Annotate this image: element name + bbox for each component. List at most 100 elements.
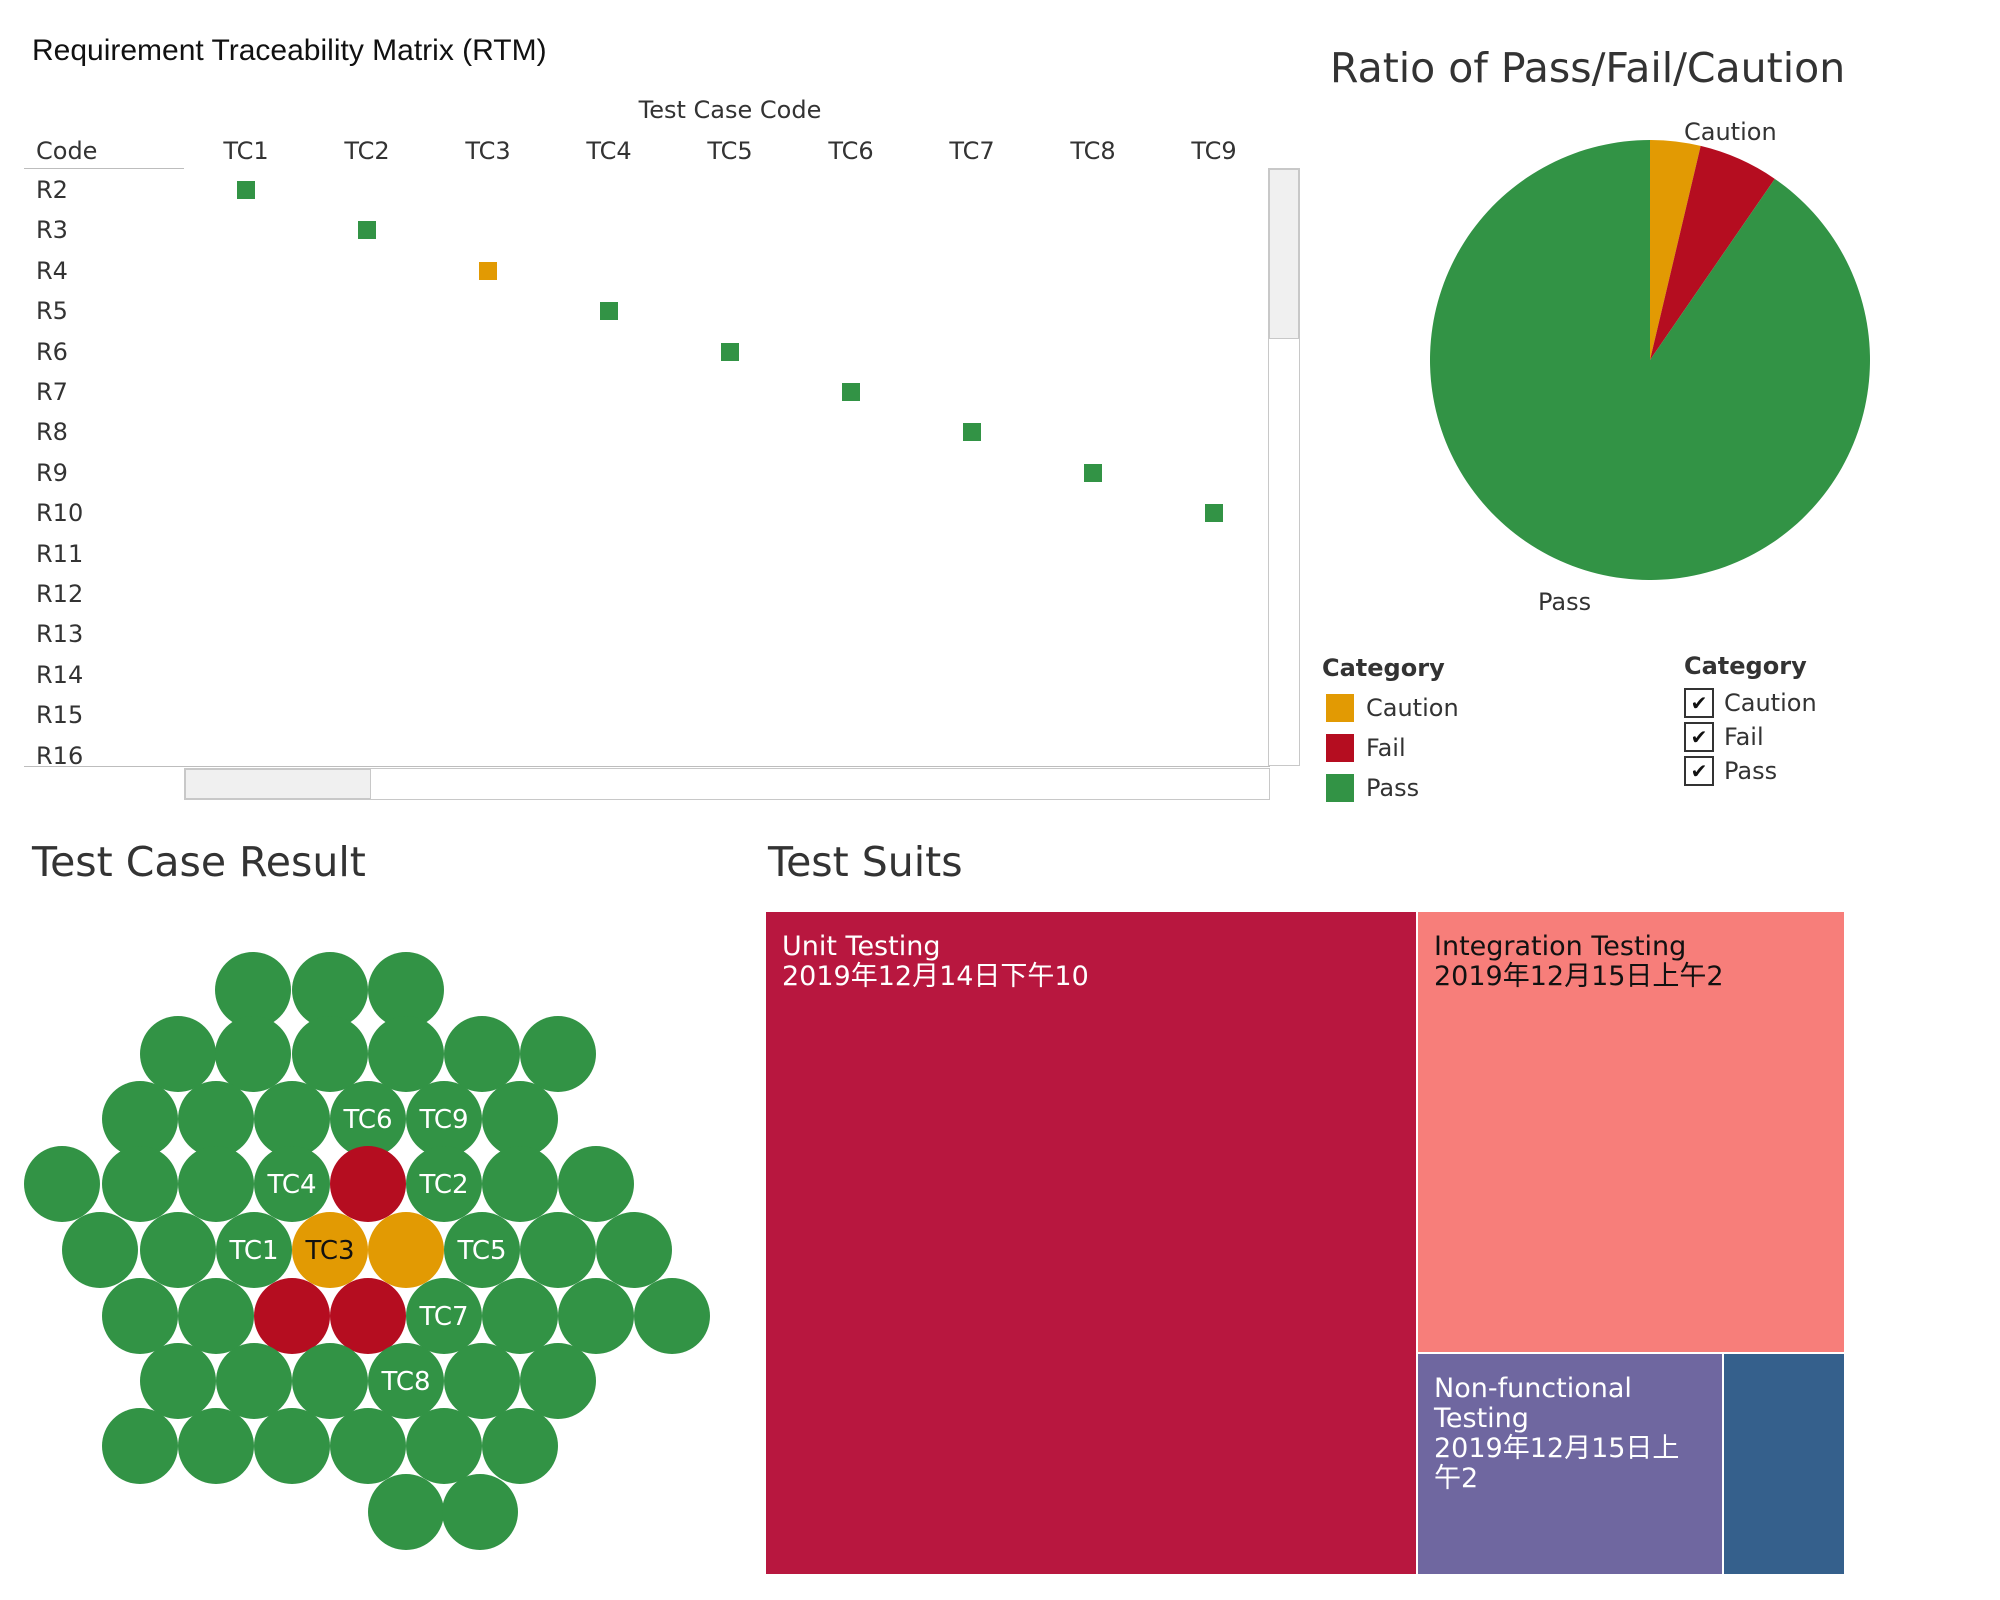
bubble-pass[interactable]	[254, 1146, 330, 1222]
checkbox-fail[interactable]: ✔	[1684, 722, 1714, 752]
bubble-fail[interactable]	[254, 1278, 330, 1354]
rtm-column-header[interactable]: TC3	[465, 137, 511, 165]
bubble-pass[interactable]	[102, 1146, 178, 1222]
rtm-row-label[interactable]: R12	[36, 580, 84, 608]
pie-chart[interactable]	[1420, 130, 1880, 590]
bubble-pass[interactable]	[558, 1146, 634, 1222]
bubble-pass[interactable]	[520, 1343, 596, 1419]
pie-slice-pass[interactable]	[1430, 140, 1870, 580]
rtm-row-label[interactable]: R15	[36, 701, 84, 730]
rtm-cell-r4-tc3[interactable]	[479, 261, 497, 280]
rtm-column-header[interactable]: TC7	[949, 137, 995, 165]
treemap-unit-testing[interactable]: Unit Testing 2019年12月14日下午10	[766, 912, 1418, 1576]
bubble-pass[interactable]	[292, 952, 368, 1028]
legend-item-caution[interactable]: Caution	[1326, 688, 1459, 728]
rtm-row-label[interactable]: R8	[36, 418, 68, 447]
test-case-bubble-chart[interactable]: TC6 TC9 TC4 TC2 TC1 TC3 TC5 TC7 TC8	[0, 920, 720, 1560]
rtm-row-label[interactable]: R3	[36, 216, 68, 245]
bubble-caution[interactable]	[368, 1212, 444, 1288]
bubble-fail[interactable]	[330, 1278, 406, 1354]
bubble-pass[interactable]	[406, 1278, 482, 1354]
bubble-pass[interactable]	[216, 1212, 292, 1288]
bubble-pass[interactable]	[102, 1081, 178, 1157]
rtm-row-label[interactable]: R2	[36, 176, 68, 204]
treemap-other-suite[interactable]	[1724, 1354, 1846, 1576]
bubble-pass[interactable]	[444, 1016, 520, 1092]
rtm-cell-r8-tc7[interactable]	[963, 423, 981, 442]
rtm-row-label[interactable]: R9	[36, 458, 68, 487]
bubble-pass[interactable]	[292, 1016, 368, 1092]
checkbox-caution[interactable]: ✔	[1684, 688, 1714, 718]
rtm-cell-r7-tc6[interactable]	[842, 383, 860, 401]
rtm-row-label[interactable]: R5	[36, 297, 68, 326]
rtm-column-header[interactable]: TC4	[586, 137, 632, 165]
filter-item-pass[interactable]: ✔ Pass	[1684, 754, 1817, 788]
rtm-row-label[interactable]: R14	[36, 660, 84, 689]
bubble-pass[interactable]	[254, 1408, 330, 1484]
rtm-horizontal-scrollbar[interactable]	[184, 768, 1270, 800]
filter-item-fail[interactable]: ✔ Fail	[1684, 720, 1817, 754]
rtm-vertical-scroll-thumb[interactable]	[1269, 169, 1299, 339]
bubble-pass[interactable]	[406, 1146, 482, 1222]
checkbox-pass[interactable]: ✔	[1684, 756, 1714, 786]
bubble-pass[interactable]	[520, 1016, 596, 1092]
bubble-pass[interactable]	[178, 1278, 254, 1354]
rtm-column-header[interactable]: TC1	[223, 137, 269, 165]
rtm-cell-r3-tc2[interactable]	[358, 221, 376, 240]
bubble-pass[interactable]	[482, 1146, 558, 1222]
legend-item-fail[interactable]: Fail	[1326, 728, 1459, 768]
bubble-pass[interactable]	[178, 1408, 254, 1484]
filter-item-caution[interactable]: ✔ Caution	[1684, 686, 1817, 720]
pie-slice-fail[interactable]	[1650, 145, 1775, 360]
bubble-pass[interactable]	[558, 1278, 634, 1354]
bubble-pass[interactable]	[140, 1212, 216, 1288]
bubble-pass[interactable]	[102, 1278, 178, 1354]
legend-item-pass[interactable]: Pass	[1326, 768, 1459, 808]
rtm-row-label[interactable]: R7	[36, 378, 68, 406]
bubble-pass[interactable]	[482, 1081, 558, 1157]
bubble-pass[interactable]	[596, 1212, 672, 1288]
rtm-row-label[interactable]: R11	[36, 539, 84, 568]
rtm-column-header[interactable]: TC6	[828, 137, 874, 165]
bubble-pass[interactable]	[368, 952, 444, 1028]
bubble-pass[interactable]	[24, 1146, 100, 1222]
bubble-caution[interactable]	[292, 1212, 368, 1288]
bubble-pass[interactable]	[215, 952, 291, 1028]
bubble-pass[interactable]	[215, 1016, 291, 1092]
bubble-fail[interactable]	[330, 1146, 406, 1222]
rtm-cell-r9-tc8[interactable]	[1084, 463, 1102, 482]
bubble-pass[interactable]	[178, 1146, 254, 1222]
treemap-integration-testing[interactable]: Integration Testing 2019年12月15日上午2	[1418, 912, 1846, 1354]
bubble-pass[interactable]	[634, 1278, 710, 1354]
rtm-cell-r10-tc9[interactable]	[1205, 504, 1223, 523]
bubble-pass[interactable]	[442, 1474, 518, 1550]
rtm-column-header[interactable]: TC9	[1191, 137, 1237, 165]
bubble-pass[interactable]	[444, 1212, 520, 1288]
rtm-row-label[interactable]: R16	[36, 741, 84, 770]
rtm-row-label[interactable]: R4	[36, 256, 68, 285]
bubble-pass[interactable]	[62, 1212, 138, 1288]
bubble-pass[interactable]	[330, 1081, 406, 1157]
bubble-pass[interactable]	[216, 1343, 292, 1419]
bubble-pass[interactable]	[406, 1081, 482, 1157]
pie-slice-caution[interactable]	[1650, 140, 1701, 360]
bubble-pass[interactable]	[520, 1212, 596, 1288]
rtm-vertical-scrollbar[interactable]	[1268, 168, 1300, 766]
rtm-horizontal-scroll-thumb[interactable]	[185, 769, 371, 799]
rtm-row-label[interactable]: R13	[36, 620, 84, 649]
bubble-pass[interactable]	[406, 1408, 482, 1484]
bubble-pass[interactable]	[254, 1081, 330, 1157]
bubble-pass[interactable]	[368, 1474, 444, 1550]
rtm-cell-r2-tc1[interactable]	[237, 181, 255, 199]
rtm-row-label[interactable]: R10	[36, 499, 84, 528]
treemap-non-functional-testing[interactable]: Non-functional Testing 2019年12月15日上午2	[1418, 1354, 1724, 1576]
bubble-pass[interactable]	[368, 1016, 444, 1092]
bubble-pass[interactable]	[140, 1016, 216, 1092]
bubble-pass[interactable]	[368, 1343, 444, 1419]
bubble-pass[interactable]	[444, 1343, 520, 1419]
bubble-pass[interactable]	[292, 1343, 368, 1419]
rtm-cell-r6-tc5[interactable]	[721, 342, 739, 361]
rtm-column-header[interactable]: TC8	[1070, 137, 1116, 165]
rtm-column-header[interactable]: TC5	[707, 137, 753, 165]
bubble-pass[interactable]	[482, 1278, 558, 1354]
